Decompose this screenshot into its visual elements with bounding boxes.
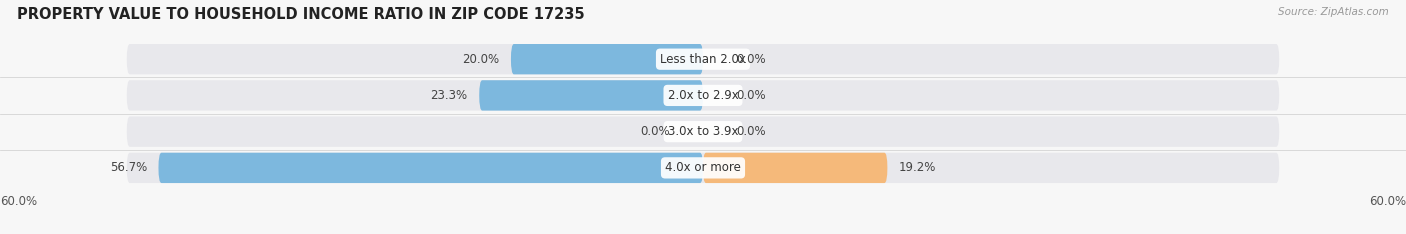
- Text: 23.3%: 23.3%: [430, 89, 468, 102]
- Text: 20.0%: 20.0%: [463, 53, 499, 66]
- Text: Less than 2.0x: Less than 2.0x: [659, 53, 747, 66]
- FancyBboxPatch shape: [127, 44, 1279, 74]
- Text: Source: ZipAtlas.com: Source: ZipAtlas.com: [1278, 7, 1389, 17]
- Text: 0.0%: 0.0%: [737, 89, 766, 102]
- FancyBboxPatch shape: [510, 44, 703, 74]
- FancyBboxPatch shape: [127, 117, 1279, 147]
- FancyBboxPatch shape: [127, 153, 1279, 183]
- FancyBboxPatch shape: [159, 153, 703, 183]
- Text: 4.0x or more: 4.0x or more: [665, 161, 741, 174]
- FancyBboxPatch shape: [127, 80, 1279, 111]
- Text: 2.0x to 2.9x: 2.0x to 2.9x: [668, 89, 738, 102]
- Text: PROPERTY VALUE TO HOUSEHOLD INCOME RATIO IN ZIP CODE 17235: PROPERTY VALUE TO HOUSEHOLD INCOME RATIO…: [17, 7, 585, 22]
- Text: 60.0%: 60.0%: [1369, 195, 1406, 208]
- Text: 0.0%: 0.0%: [737, 125, 766, 138]
- Text: 19.2%: 19.2%: [898, 161, 936, 174]
- Text: 0.0%: 0.0%: [737, 53, 766, 66]
- Text: 3.0x to 3.9x: 3.0x to 3.9x: [668, 125, 738, 138]
- FancyBboxPatch shape: [479, 80, 703, 111]
- FancyBboxPatch shape: [703, 153, 887, 183]
- Text: 56.7%: 56.7%: [110, 161, 148, 174]
- Text: 60.0%: 60.0%: [0, 195, 37, 208]
- Text: 0.0%: 0.0%: [640, 125, 669, 138]
